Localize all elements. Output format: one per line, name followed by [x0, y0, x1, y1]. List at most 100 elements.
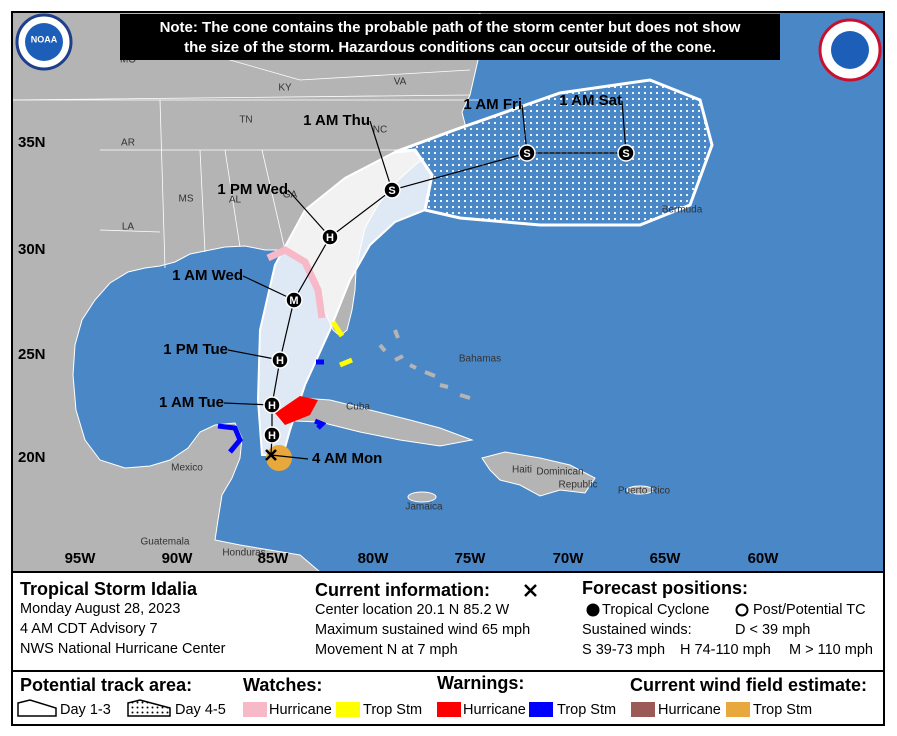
latitude-label: 30N — [18, 241, 46, 258]
current-position — [265, 449, 277, 461]
place-label: Puerto Rico — [618, 486, 671, 497]
track-point — [321, 228, 339, 246]
track-label: 4 AM Mon — [312, 450, 382, 467]
track-label: 1 AM Tue — [159, 394, 224, 411]
place-label: Haiti — [512, 465, 532, 476]
noaa-logo: NOAA — [15, 13, 73, 71]
track-point — [263, 426, 281, 444]
hurricane-watch — [266, 246, 326, 319]
current-line: Maximum sustained wind 65 mph — [315, 622, 530, 638]
place-label: MS — [179, 194, 194, 205]
bahamas — [378, 329, 471, 400]
longitude-label: 65W — [650, 550, 682, 567]
current-line: Movement N at 7 mph — [315, 642, 458, 658]
forecast-title: Forecast positions: — [582, 578, 748, 598]
track-label: 1 PM Wed — [217, 181, 288, 198]
place-label: Dominican — [536, 467, 583, 478]
note-box — [120, 14, 780, 60]
latitude-label: 20N — [18, 449, 46, 466]
track-symbol: M — [289, 295, 298, 307]
hurricane-warning — [275, 396, 318, 425]
cone-day-1-3 — [256, 148, 434, 456]
track-point — [271, 351, 289, 369]
place-label: Republic — [559, 480, 598, 491]
storm-name: Tropical Storm Idalia — [20, 579, 198, 599]
longitude-label: 85W — [258, 550, 290, 567]
place-label: MO — [120, 55, 136, 66]
legend-item: Day 1-3 — [60, 702, 111, 718]
legend-swatch — [243, 702, 267, 717]
legend-swatch — [127, 699, 171, 717]
track-symbol: S — [622, 148, 629, 160]
place-label: Mexico — [171, 463, 203, 474]
jamaica — [407, 491, 437, 503]
leader-line — [242, 275, 295, 301]
legend-item: Trop Stm — [557, 702, 616, 718]
longitude-label: 75W — [455, 550, 487, 567]
place-label: Bahamas — [459, 354, 501, 365]
legend-item: Hurricane — [269, 702, 332, 718]
legend-title: Current wind field estimate: — [630, 675, 867, 695]
note-line: the size of the storm. Hazardous conditi… — [184, 39, 716, 56]
wind-field-trop-stm — [266, 445, 292, 471]
hispaniola — [481, 451, 596, 497]
track-label: 1 PM Tue — [163, 341, 228, 358]
wind-class: S 39-73 mph — [582, 642, 665, 658]
wind-class: H 74-110 mph — [680, 642, 771, 658]
track-symbol: H — [326, 232, 334, 244]
track-symbol: S — [523, 148, 530, 160]
track-point — [383, 181, 401, 199]
place-label: VA — [394, 77, 407, 88]
legend-swatch — [17, 699, 57, 717]
latitude-label: 35N — [18, 134, 46, 151]
winds-title: Sustained winds: — [582, 622, 692, 638]
current-symbol — [524, 584, 537, 597]
legend-item: Trop Stm — [753, 702, 812, 718]
track-symbol: H — [268, 430, 276, 442]
place-label: TN — [239, 115, 252, 126]
puerto-rico — [626, 485, 654, 495]
longitude-label: 80W — [358, 550, 390, 567]
nws-logo — [818, 18, 882, 82]
legend-item: Hurricane — [658, 702, 721, 718]
leader-line — [270, 454, 309, 460]
place-label: GA — [283, 190, 298, 201]
track-point — [518, 144, 536, 162]
latitude-label: 25N — [18, 346, 46, 363]
track-point — [263, 396, 281, 414]
track-point — [617, 144, 635, 162]
legend-swatch — [437, 702, 461, 717]
legend-swatch — [336, 702, 360, 717]
map: 35N 30N 25N 20N 95W 90W 85W 80W 75W 70W 65W 60W MO… — [11, 11, 885, 573]
storm-line: 4 AM CDT Advisory 7 — [20, 621, 158, 637]
leader-line — [287, 189, 331, 238]
track-label: 1 AM Sat — [559, 92, 622, 109]
longitude-label: 60W — [748, 550, 780, 567]
place-label: AL — [229, 195, 242, 206]
legend-item: Day 4-5 — [175, 702, 226, 718]
track-point — [285, 291, 303, 309]
place-label: Jamaica — [405, 502, 443, 513]
legend-title: Warnings: — [437, 673, 524, 693]
post-tc-symbol — [735, 603, 749, 617]
longitude-label: 70W — [553, 550, 585, 567]
place-label: LA — [122, 222, 135, 233]
forecast-key: Post/Potential TC — [753, 602, 866, 618]
track-symbol: H — [268, 400, 276, 412]
latitude-labels: 35N 30N 25N 20N — [18, 134, 46, 466]
info-panel: Tropical Storm Idalia Monday August 28, … — [11, 571, 885, 726]
place-label: Guatemala — [141, 537, 190, 548]
wind-class: M > 110 mph — [789, 642, 873, 658]
legend-item: Trop Stm — [363, 702, 422, 718]
forecast-key: Tropical Cyclone — [602, 602, 709, 618]
longitude-labels: 95W 90W 85W 80W 75W 70W 65W 60W — [65, 550, 780, 567]
trop-storm-warning — [217, 359, 327, 454]
wind-class: D < 39 mph — [735, 622, 810, 638]
track-label: 1 AM Wed — [172, 267, 243, 284]
legend-title: Watches: — [243, 675, 322, 695]
current-title: Current information: — [315, 580, 490, 600]
track-label: 1 AM Fri — [463, 96, 522, 113]
forecast-track: 4 AM Mon H 1 AM Tue H 1 PM Tue H 1 AM Wed M 1 PM… — [159, 92, 635, 467]
